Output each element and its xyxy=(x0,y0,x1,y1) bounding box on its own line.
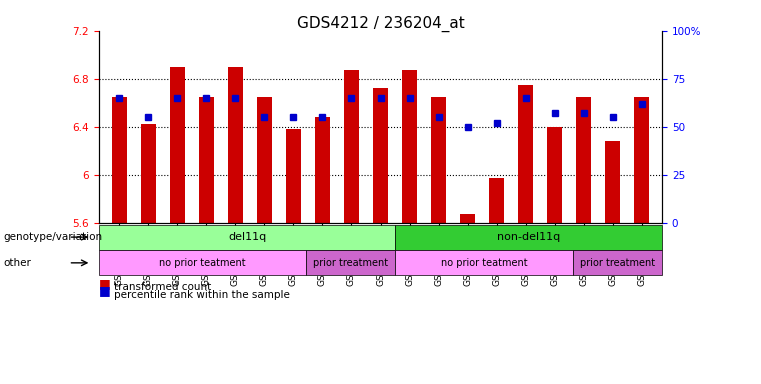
Text: non-del11q: non-del11q xyxy=(497,232,560,242)
Text: ■: ■ xyxy=(99,277,110,290)
Bar xyxy=(489,178,504,223)
Text: del11q: del11q xyxy=(228,232,266,242)
Bar xyxy=(199,97,214,223)
Bar xyxy=(635,97,649,223)
Text: ■: ■ xyxy=(99,285,110,298)
Bar xyxy=(315,117,330,223)
Bar xyxy=(431,97,446,223)
Text: GDS4212 / 236204_at: GDS4212 / 236204_at xyxy=(297,15,464,31)
Bar xyxy=(518,85,533,223)
Bar xyxy=(547,127,562,223)
Text: prior treatment: prior treatment xyxy=(580,258,655,268)
Text: no prior teatment: no prior teatment xyxy=(159,258,246,268)
Bar xyxy=(403,70,417,223)
Bar xyxy=(141,124,155,223)
Bar xyxy=(170,67,185,223)
Text: no prior teatment: no prior teatment xyxy=(441,258,527,268)
Bar xyxy=(373,88,388,223)
Bar xyxy=(286,129,301,223)
Text: other: other xyxy=(4,258,32,268)
Bar xyxy=(228,67,243,223)
Bar xyxy=(112,97,126,223)
Text: prior treatment: prior treatment xyxy=(314,258,388,268)
Text: genotype/variation: genotype/variation xyxy=(4,232,103,242)
Bar xyxy=(344,70,358,223)
Bar xyxy=(576,97,591,223)
Bar xyxy=(606,141,620,223)
Bar xyxy=(257,97,272,223)
Text: percentile rank within the sample: percentile rank within the sample xyxy=(114,290,290,300)
Text: transformed count: transformed count xyxy=(114,282,212,292)
Bar xyxy=(460,214,475,223)
